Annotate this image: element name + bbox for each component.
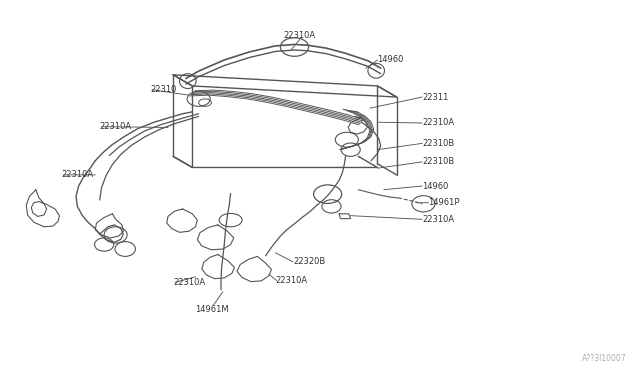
Text: 22310A: 22310A bbox=[61, 170, 93, 179]
Text: 14960: 14960 bbox=[422, 182, 449, 190]
Text: 22310A: 22310A bbox=[275, 276, 307, 285]
Text: 22310A: 22310A bbox=[284, 31, 316, 39]
Text: 14961P: 14961P bbox=[429, 198, 460, 207]
Text: 22310A: 22310A bbox=[422, 119, 454, 128]
Text: 22310A: 22310A bbox=[422, 215, 454, 224]
Text: 22310B: 22310B bbox=[422, 157, 454, 166]
Text: 22311: 22311 bbox=[422, 93, 449, 102]
Text: 14960: 14960 bbox=[378, 55, 404, 64]
Text: 22320B: 22320B bbox=[293, 257, 325, 266]
Text: 14961M: 14961M bbox=[195, 305, 228, 314]
Text: 22310B: 22310B bbox=[422, 139, 454, 148]
Text: 22310A: 22310A bbox=[100, 122, 132, 131]
Text: A??3I10007: A??3I10007 bbox=[582, 354, 627, 363]
Text: 22310A: 22310A bbox=[173, 278, 205, 287]
Text: 22310: 22310 bbox=[151, 85, 177, 94]
